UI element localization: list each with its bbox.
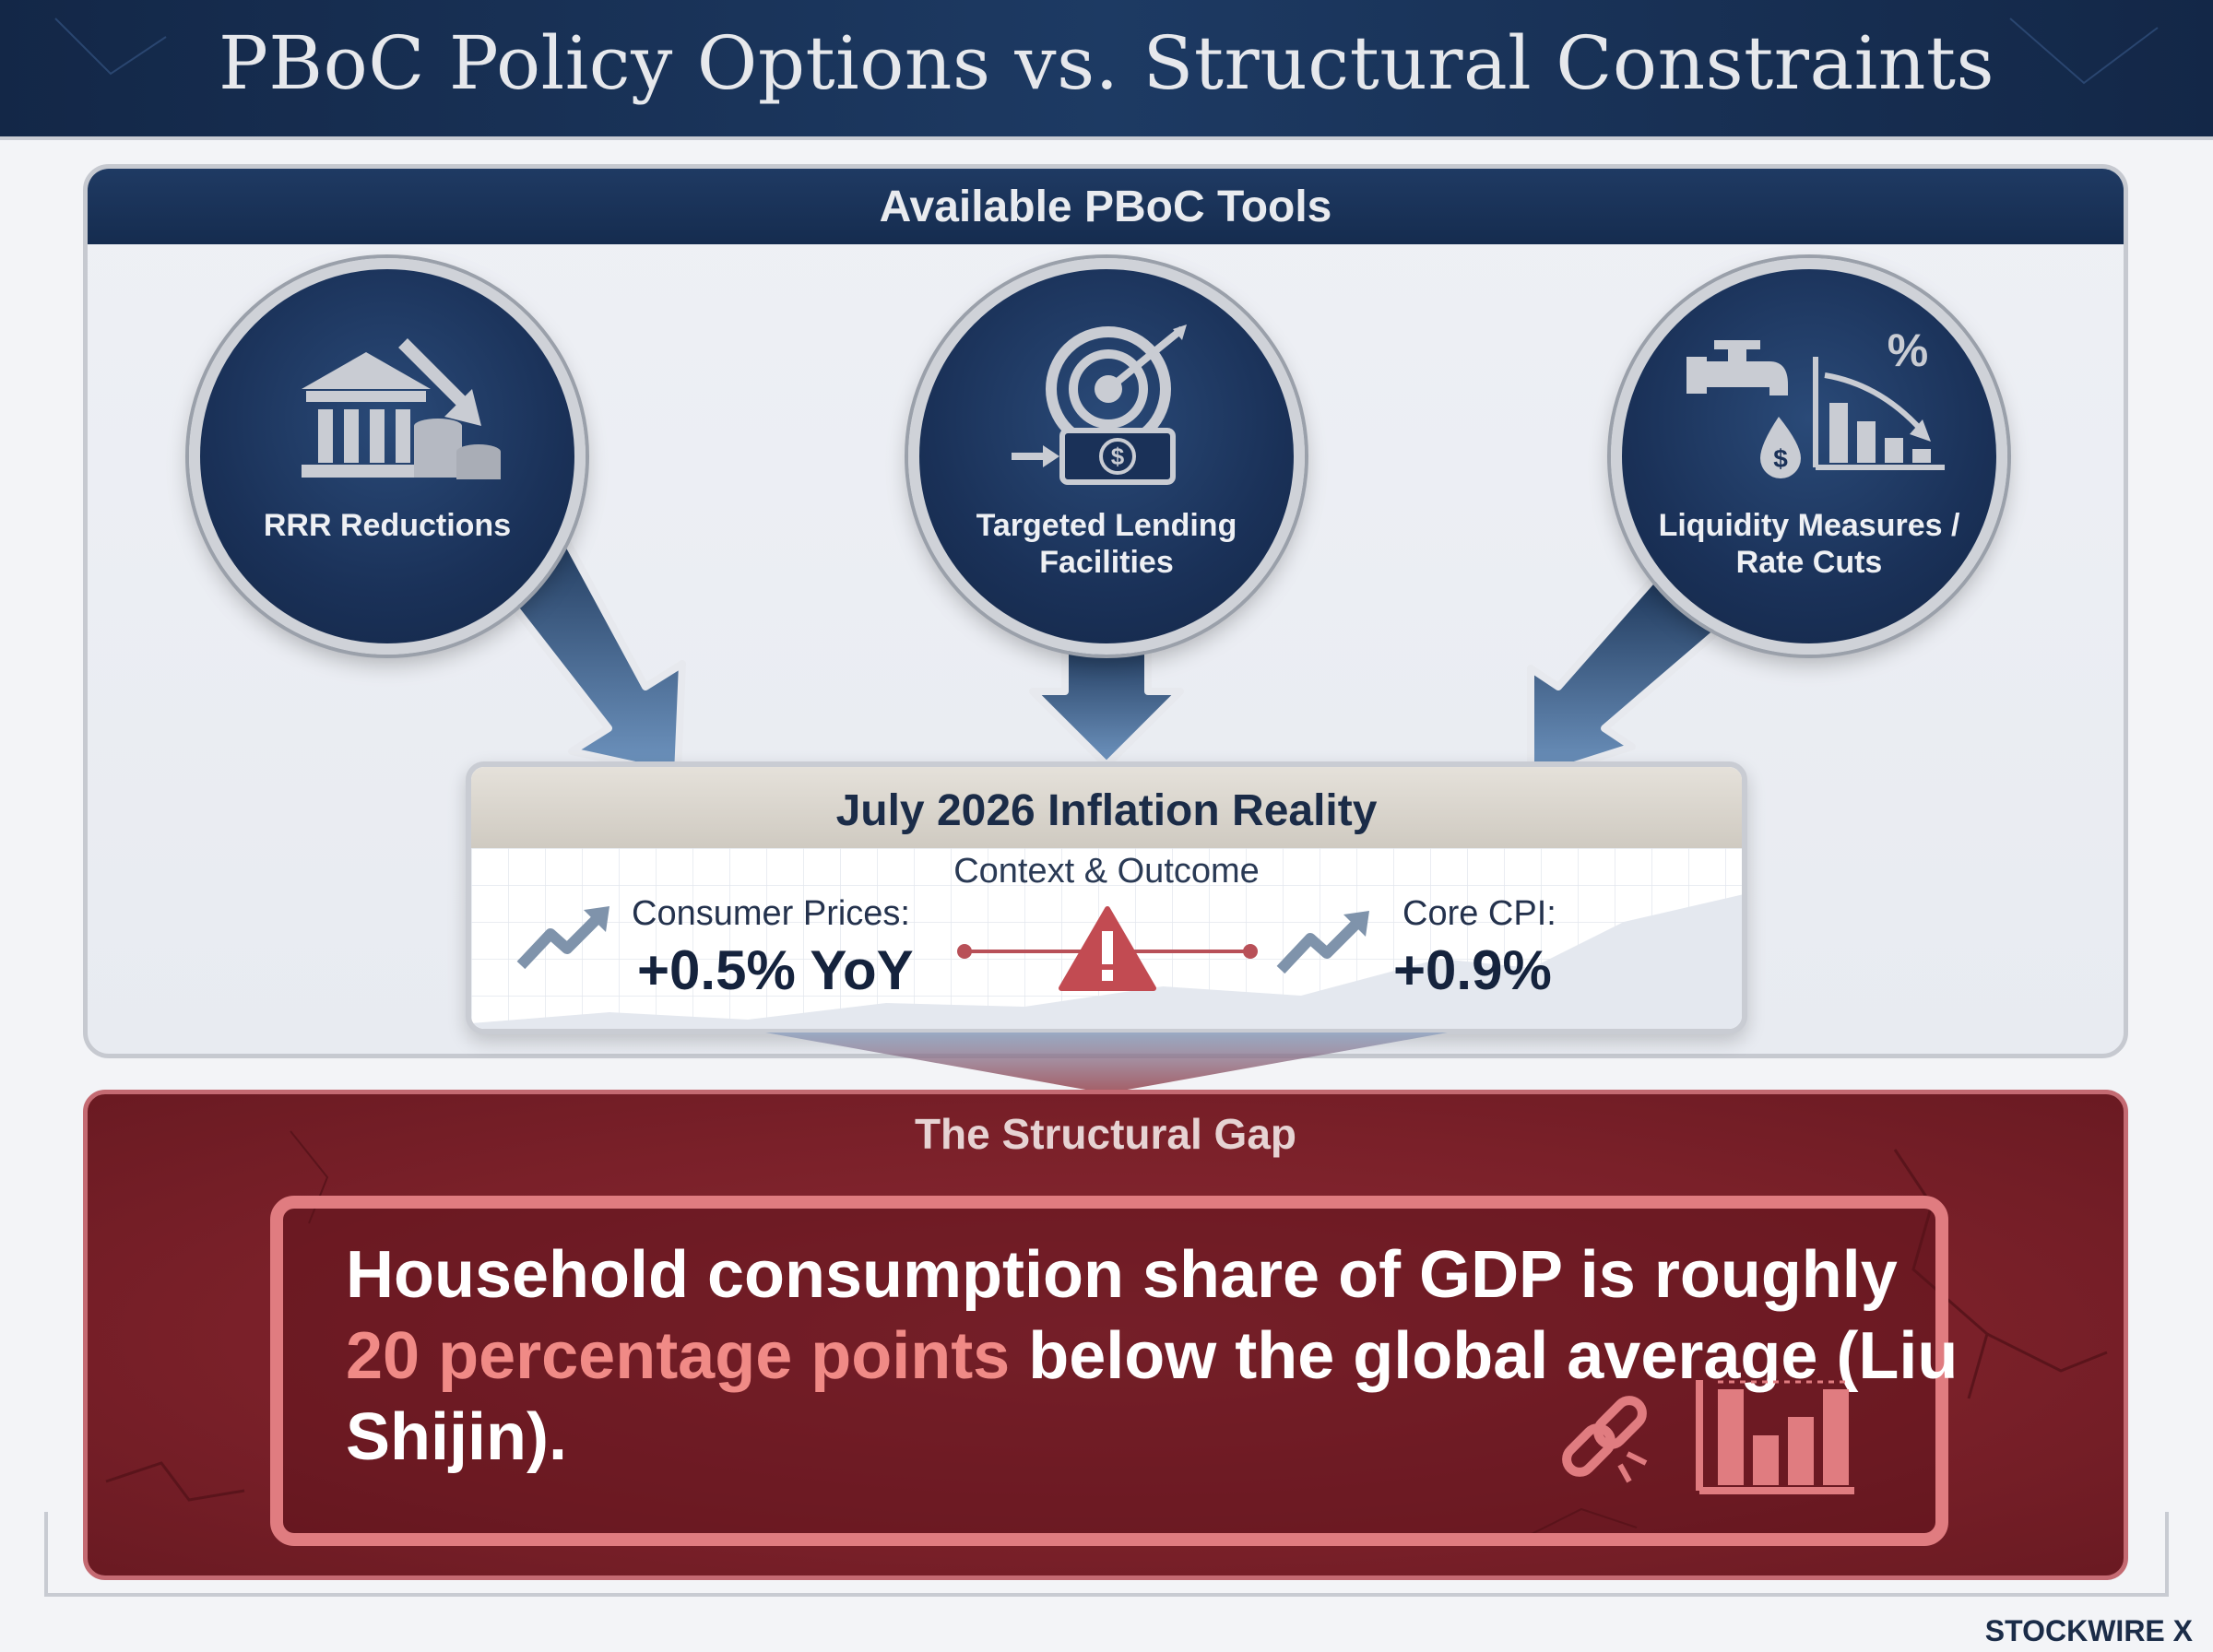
tool-label-rrr: RRR Reductions	[263, 508, 512, 543]
svg-text:$: $	[1773, 444, 1788, 473]
target-arrow-money-icon: $	[1012, 324, 1187, 485]
tool-label-lending-1: Targeted Lending	[976, 508, 1237, 543]
consumer-prices-label: Consumer Prices:	[632, 894, 910, 933]
inflation-subtitle: Context & Outcome	[953, 852, 1260, 891]
svg-text:$: $	[1111, 442, 1125, 470]
warning-triangle-icon	[957, 906, 1258, 991]
tool-label-liquidity-1: Liquidity Measures /	[1658, 508, 1960, 543]
gap-highlight: 20 percentage points	[346, 1319, 1011, 1393]
inflation-title: July 2026 Inflation Reality	[835, 786, 1378, 835]
structural-gap-title: The Structural Gap	[914, 1110, 1297, 1158]
bar-chart-icon	[1696, 1380, 1854, 1494]
broken-link-icon	[1562, 1396, 1648, 1483]
svg-text:%: %	[1888, 324, 1928, 376]
tool-label-lending-2: Facilities	[1039, 545, 1174, 580]
faucet-percent-chart-icon: $ %	[1686, 324, 1945, 478]
consumer-prices-value: +0.5% YoY	[637, 939, 914, 1001]
tools-panel-header: Available PBoC Tools	[88, 169, 2124, 244]
core-cpi-label: Core CPI:	[1402, 894, 1556, 933]
header-decoration	[54, 18, 2159, 85]
inflation-header: July 2026 Inflation Reality	[471, 767, 1742, 848]
structural-gap-statement: Household consumption share of GDP is ro…	[346, 1234, 1969, 1478]
tools-panel-title: Available PBoC Tools	[879, 183, 1332, 231]
tool-targeted-lending: $ Targeted Lending Facilities	[908, 258, 1305, 655]
bottom-bracket	[44, 1512, 2169, 1597]
tool-liquidity-rate-cuts: $ % Liquidity Measures / Rate Cuts	[1611, 258, 2007, 655]
crack-texture	[105, 1130, 2108, 1538]
gap-text-after: below the global average (Liu Shijin).	[346, 1319, 1959, 1474]
tool-label-liquidity-2: Rate Cuts	[1735, 545, 1883, 580]
tool-rrr-reductions: RRR Reductions	[189, 258, 586, 655]
funnel-connector	[765, 1032, 1448, 1093]
bank-down-arrow-coins-icon	[302, 338, 501, 479]
gap-text-before: Household consumption share of GDP is ro…	[346, 1238, 1898, 1312]
trend-up-icon-right	[1276, 911, 1369, 974]
structural-gap-frame	[270, 1196, 1948, 1546]
arrow-center	[1029, 632, 1184, 769]
core-cpi-value: +0.9%	[1393, 939, 1552, 1001]
trend-up-icon	[516, 906, 609, 970]
structural-gap-panel: The Structural Gap Household consumption…	[83, 1090, 2128, 1580]
header-banner: PBoC Policy Options vs. Structural Const…	[0, 0, 2213, 140]
inflation-reality-box: July 2026 Inflation Reality Context & Ou…	[466, 761, 1747, 1034]
brand-logo: STOCKWIRE X	[1984, 1614, 2193, 1647]
page-title: PBoC Policy Options vs. Structural Const…	[218, 20, 1995, 106]
